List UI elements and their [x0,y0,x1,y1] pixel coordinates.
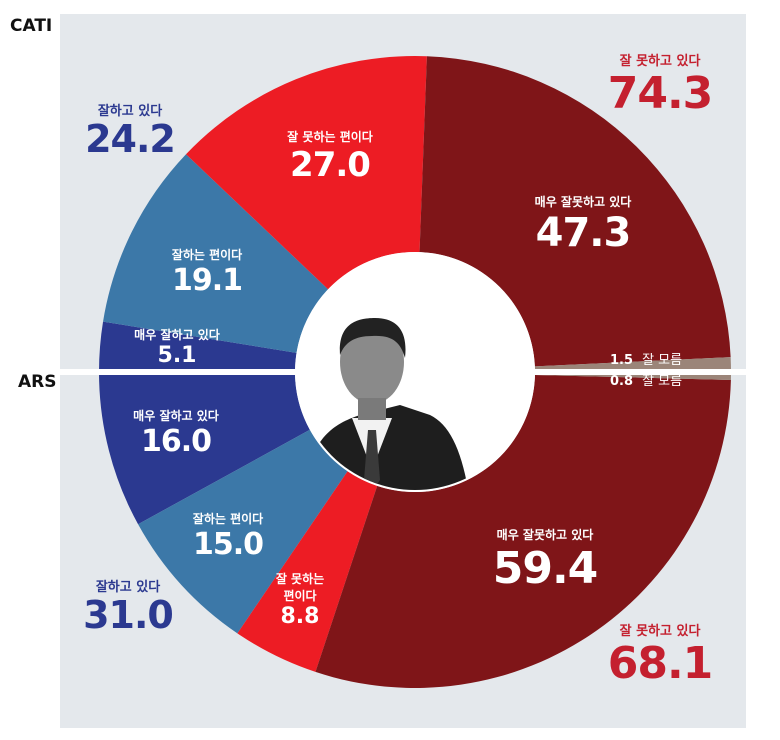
slice-label-cati-4: 1.5 잘 모름 [610,353,683,368]
slice-label-ars-0: 매우 잘하고 있다 16.0 [133,409,219,459]
slice-label-cati-0: 매우 잘하고 있다 5.1 [134,328,220,368]
group-label-ars: ARS [18,372,57,392]
slice-label-ars-3: 매우 잘못하고 있다 59.4 [492,528,599,594]
slice-label-ars-1: 잘하는 편이다 15.0 [192,512,264,562]
slice-cati-4 [534,357,731,372]
slice-label-ars-4: 0.8 잘 모름 [610,374,683,389]
slice-cati-0 [99,321,297,372]
slice-label-cati-3: 매우 잘못하고 있다 47.3 [534,195,632,256]
group-label-cati: CATI [10,16,53,36]
total-cati-bad: 잘 못하고 있다 74.3 [607,54,714,119]
slice-cati-2 [186,56,427,290]
slice-label-ars-2: 잘 못하는 편이다 8.8 [275,572,325,629]
total-ars-bad: 잘 못하고 있다 68.1 [607,624,714,689]
slice-label-cati-2: 잘 못하는 편이다 27.0 [287,130,373,185]
total-ars-good: 잘하고 있다 31.0 [83,580,174,637]
slice-ars-1 [138,429,348,634]
slice-ars-0 [99,372,310,525]
slice-label-cati-1: 잘하는 편이다 19.1 [171,248,243,298]
total-cati-good: 잘하고 있다 24.2 [85,104,176,161]
slice-ars-3 [315,375,731,688]
slice-ars-2 [237,471,378,672]
slice-cati-1 [103,154,329,353]
slice-cati-3 [419,56,731,367]
